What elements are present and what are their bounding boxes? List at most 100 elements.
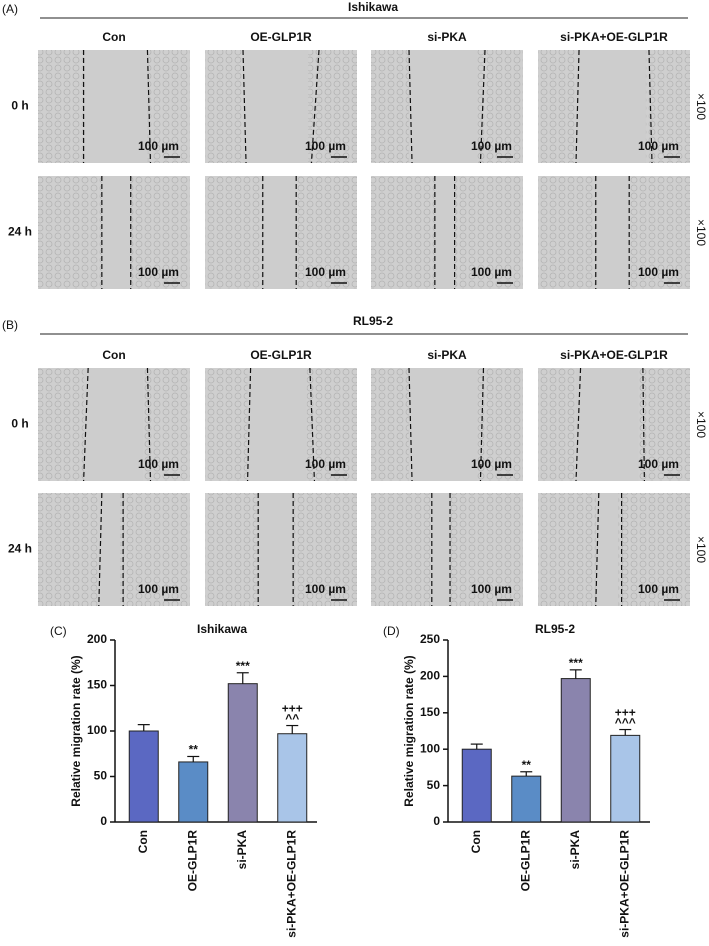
- wound-gap: [576, 50, 646, 163]
- chart-title: Ishikawa: [197, 622, 247, 636]
- magnification: ×100: [694, 536, 708, 563]
- wound-edge: [83, 367, 89, 482]
- magnification: ×100: [694, 219, 708, 246]
- x-tick-label: OE-GLP1R: [185, 830, 199, 892]
- y-tick-label: 100: [87, 723, 107, 737]
- y-tick-label: 50: [427, 778, 441, 792]
- panel-title: RL95-2: [353, 314, 393, 328]
- wound-gap: [243, 50, 309, 163]
- significance-mark: ^^: [285, 712, 299, 726]
- row-label: 0 h: [11, 417, 28, 431]
- wound-edge: [246, 367, 252, 482]
- y-tick-label: 200: [87, 632, 107, 646]
- y-tick-label: 50: [94, 769, 108, 783]
- bar: [511, 775, 542, 823]
- wound-gap: [431, 493, 451, 606]
- y-tick-label: 0: [100, 814, 107, 828]
- row-label: 24 h: [8, 225, 32, 239]
- scale-bar-label: 100 µm: [138, 582, 179, 596]
- wound-edge: [310, 49, 320, 164]
- row-label: 24 h: [8, 542, 32, 556]
- x-tick-label: si-PKA+OE-GLP1R: [617, 830, 631, 938]
- row-label: 0 h: [11, 99, 28, 113]
- column-label: si-PKA: [427, 30, 467, 44]
- wound-edge: [595, 492, 600, 607]
- bar: [610, 734, 641, 823]
- panel-label: (A): [2, 2, 18, 16]
- scale-bar-label: 100 µm: [138, 457, 179, 471]
- wound-gap: [262, 176, 297, 289]
- scale-bar-label: 100 µm: [471, 582, 512, 596]
- wound-edge: [98, 492, 103, 607]
- column-label: OE-GLP1R: [250, 348, 312, 362]
- wound-gap: [576, 368, 639, 481]
- column-label: Con: [102, 30, 125, 44]
- significance-mark: ***: [569, 656, 583, 670]
- wound-edge: [642, 367, 645, 482]
- wound-edge: [408, 367, 413, 482]
- x-tick-label: si-PKA: [568, 830, 582, 870]
- scale-bar-label: 100 µm: [138, 139, 179, 153]
- wound-edge: [242, 49, 247, 164]
- significance-mark: **: [522, 758, 532, 772]
- scale-bar-label: 100 µm: [305, 582, 346, 596]
- y-tick-label: 200: [420, 669, 440, 683]
- significance-mark: ^^^: [615, 716, 636, 730]
- scale-bar-label: 100 µm: [138, 265, 179, 279]
- x-tick-label: si-PKA: [235, 830, 249, 870]
- scale-bar-label: 100 µm: [471, 139, 512, 153]
- y-tick-label: 150: [420, 705, 440, 719]
- y-tick-label: 0: [433, 814, 440, 828]
- wound-edge: [146, 49, 152, 164]
- scale-bar-label: 100 µm: [638, 139, 679, 153]
- wound-edge: [146, 367, 152, 482]
- scale-bar-label: 100 µm: [305, 139, 346, 153]
- wound-edge: [648, 49, 653, 164]
- scale-bar-label: 100 µm: [638, 457, 679, 471]
- y-tick-label: 250: [420, 632, 440, 646]
- x-tick-label: si-PKA+OE-GLP1R: [284, 830, 298, 938]
- wound-gap: [595, 493, 619, 606]
- column-label: si-PKA+OE-GLP1R: [560, 30, 668, 44]
- bar: [560, 678, 591, 823]
- wound-gap: [595, 176, 630, 289]
- magnification: ×100: [694, 93, 708, 120]
- wound-gap: [101, 176, 131, 289]
- scale-bar-label: 100 µm: [305, 457, 346, 471]
- scale-bar-label: 100 µm: [638, 265, 679, 279]
- wound-edge: [309, 367, 316, 482]
- bar: [277, 733, 308, 823]
- x-tick-label: Con: [469, 830, 483, 853]
- bar: [461, 748, 492, 823]
- wound-gap: [247, 368, 307, 481]
- y-axis-label: Relative migration rate (%): [69, 655, 83, 806]
- chart-title: RL95-2: [535, 622, 575, 636]
- significance-mark: ***: [236, 659, 250, 673]
- panel-label: (B): [2, 318, 18, 332]
- significance-mark: +++: [282, 702, 303, 716]
- wound-gap: [409, 368, 478, 481]
- wound-gap: [409, 50, 478, 163]
- bar: [227, 683, 258, 823]
- scale-bar-label: 100 µm: [471, 265, 512, 279]
- bar: [128, 730, 159, 823]
- column-label: Con: [102, 348, 125, 362]
- y-tick-label: 150: [87, 678, 107, 692]
- wound-gap: [98, 493, 121, 606]
- wound-gap: [434, 176, 455, 289]
- wound-gap: [258, 493, 294, 606]
- wound-edge: [575, 49, 580, 164]
- scale-bar-label: 100 µm: [471, 457, 512, 471]
- bar: [178, 761, 209, 823]
- significance-mark: **: [189, 743, 199, 757]
- wound-edge: [479, 49, 486, 164]
- wound-gap: [83, 50, 148, 163]
- y-tick-label: 100: [420, 741, 440, 755]
- column-label: si-PKA: [427, 348, 467, 362]
- panel-label: (D): [383, 624, 400, 638]
- magnification: ×100: [694, 411, 708, 438]
- wound-edge: [575, 367, 582, 482]
- wound-edge: [479, 367, 485, 482]
- wound-gap: [83, 368, 143, 481]
